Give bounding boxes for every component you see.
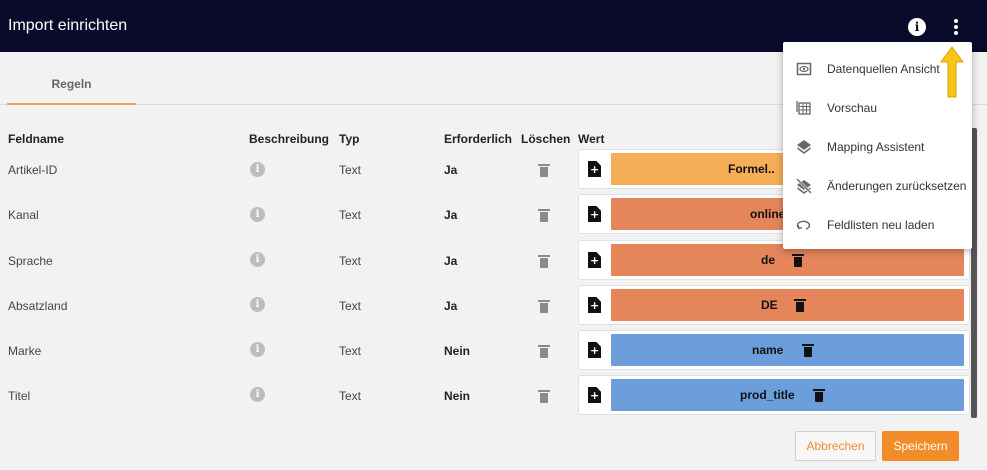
add-document-icon[interactable] xyxy=(588,206,601,222)
value-chip[interactable]: de xyxy=(611,244,964,276)
more-vert-icon[interactable] xyxy=(945,17,965,37)
delete-value-icon[interactable] xyxy=(802,344,814,357)
value-box: prod_title xyxy=(578,375,970,415)
menu-item-aenderungen-zuruecksetzen[interactable]: Änderungen zurücksetzen xyxy=(783,167,972,205)
value-text: Formel.. xyxy=(728,162,775,176)
erforderlich-cell: Ja xyxy=(444,254,458,268)
info-icon[interactable]: i xyxy=(908,18,926,36)
delete-value-icon[interactable] xyxy=(794,299,806,312)
add-document-icon[interactable] xyxy=(588,342,601,358)
menu-item-feldlisten-neu-laden[interactable]: Feldlisten neu laden xyxy=(783,206,972,244)
save-button[interactable]: Speichern xyxy=(882,431,959,461)
reload-icon xyxy=(796,220,811,230)
typ-cell: Text xyxy=(339,344,362,358)
add-document-icon[interactable] xyxy=(588,387,601,403)
typ-cell: Text xyxy=(339,389,362,403)
feldname-cell: Titel xyxy=(8,389,31,403)
feldname-cell: Marke xyxy=(8,344,42,358)
annotation-arrow-icon xyxy=(940,46,964,98)
delete-icon[interactable] xyxy=(538,390,550,403)
layers-icon xyxy=(797,140,811,154)
scrollbar-thumb[interactable] xyxy=(971,128,977,418)
top-app-bar: Import einrichten i xyxy=(0,0,987,52)
value-chip[interactable]: prod_title xyxy=(611,379,964,411)
column-header-loeschen: Löschen xyxy=(521,132,571,146)
delete-icon[interactable] xyxy=(538,300,550,313)
eye-box-icon xyxy=(796,62,812,76)
value-text: online xyxy=(750,207,786,221)
add-document-icon[interactable] xyxy=(588,252,601,268)
menu-item-label: Änderungen zurücksetzen xyxy=(827,179,967,193)
tab-bar: Regeln xyxy=(0,52,987,105)
typ-cell: Text xyxy=(339,208,362,222)
info-icon[interactable]: i xyxy=(250,252,265,267)
delete-value-icon[interactable] xyxy=(792,254,804,267)
info-icon[interactable]: i xyxy=(250,162,265,177)
menu-item-mapping-assistent[interactable]: Mapping Assistent xyxy=(783,128,972,166)
column-header-feldname: Feldname xyxy=(8,132,65,146)
delete-icon[interactable] xyxy=(538,164,550,177)
value-box: name xyxy=(578,330,970,370)
erforderlich-cell: Nein xyxy=(444,344,471,358)
feldname-cell: Absatzland xyxy=(8,299,68,313)
column-header-typ: Typ xyxy=(339,132,360,146)
overflow-menu: Datenquellen Ansicht Vorschau Mapping As… xyxy=(783,42,972,249)
info-icon[interactable]: i xyxy=(250,387,265,402)
column-header-wert: Wert xyxy=(578,132,605,146)
add-document-icon[interactable] xyxy=(588,161,601,177)
page-title: Import einrichten xyxy=(8,17,128,34)
info-icon[interactable]: i xyxy=(250,342,265,357)
typ-cell: Text xyxy=(339,254,362,268)
erforderlich-cell: Ja xyxy=(444,163,458,177)
layers-off-icon xyxy=(796,178,812,194)
add-document-icon[interactable] xyxy=(588,297,601,313)
value-text: DE xyxy=(761,298,778,312)
value-text: de xyxy=(761,253,776,267)
column-header-erforderlich: Erforderlich xyxy=(444,132,513,146)
column-header-beschreibung: Beschreibung xyxy=(249,132,330,146)
cancel-button[interactable]: Abbrechen xyxy=(795,431,876,461)
feldname-cell: Artikel-ID xyxy=(8,163,58,177)
menu-item-label: Feldlisten neu laden xyxy=(827,218,935,232)
feldname-cell: Sprache xyxy=(8,254,53,268)
value-chip[interactable]: name xyxy=(611,334,964,366)
feldname-cell: Kanal xyxy=(8,208,39,222)
erforderlich-cell: Ja xyxy=(444,299,458,313)
typ-cell: Text xyxy=(339,299,362,313)
erforderlich-cell: Ja xyxy=(444,208,458,222)
value-text: name xyxy=(752,343,784,357)
menu-item-label: Mapping Assistent xyxy=(827,140,925,154)
menu-item-datenquellen-ansicht[interactable]: Datenquellen Ansicht xyxy=(783,50,972,88)
value-chip[interactable]: DE xyxy=(611,289,964,321)
info-icon[interactable]: i xyxy=(250,297,265,312)
erforderlich-cell: Nein xyxy=(444,389,471,403)
delete-icon[interactable] xyxy=(538,255,550,268)
value-box: de xyxy=(578,240,970,280)
menu-item-label: Vorschau xyxy=(827,101,878,115)
delete-icon[interactable] xyxy=(538,345,550,358)
typ-cell: Text xyxy=(339,163,362,177)
info-icon[interactable]: i xyxy=(250,207,265,222)
delete-icon[interactable] xyxy=(538,209,550,222)
delete-value-icon[interactable] xyxy=(813,389,825,402)
menu-item-vorschau[interactable]: Vorschau xyxy=(783,89,972,127)
value-box: DE xyxy=(578,285,970,325)
tab-regeln[interactable]: Regeln xyxy=(7,52,136,105)
value-text: prod_title xyxy=(740,388,795,402)
table-icon xyxy=(796,101,811,115)
menu-item-label: Datenquellen Ansicht xyxy=(827,62,940,76)
